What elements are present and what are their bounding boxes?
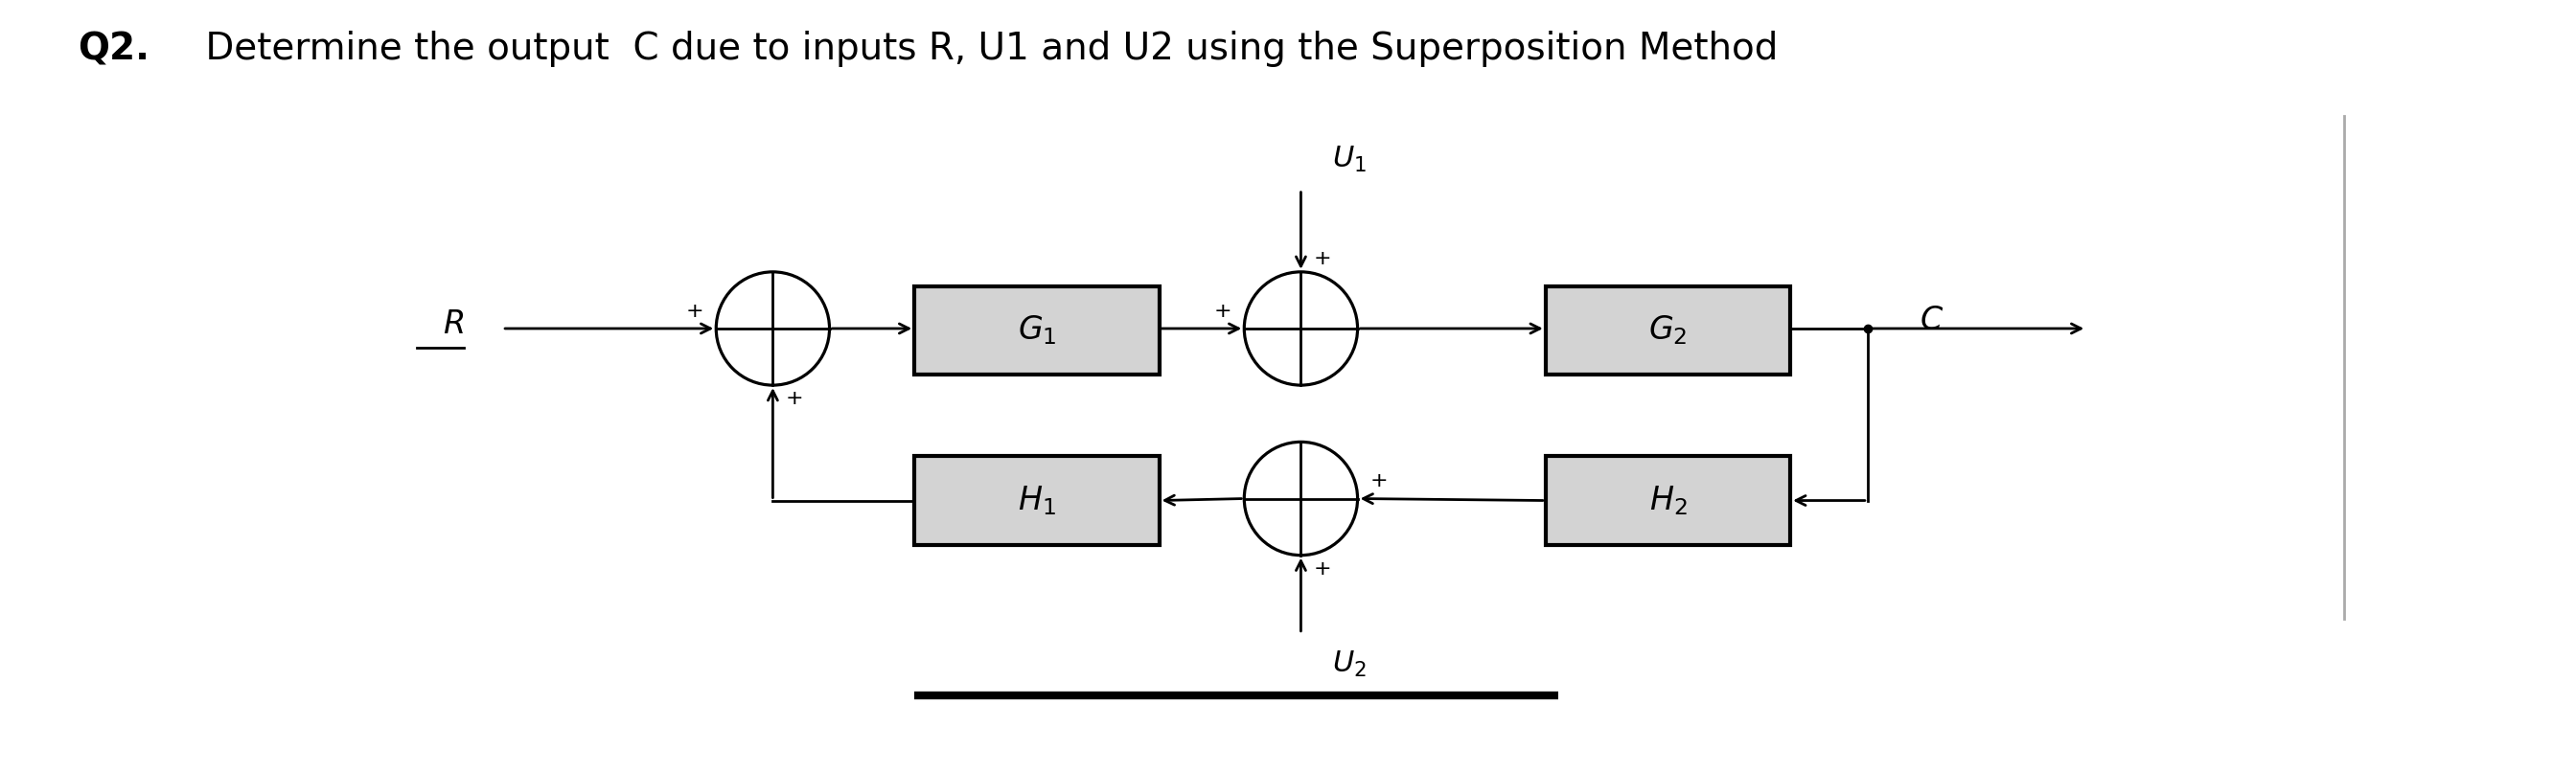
Text: $H_2$: $H_2$ [1649,484,1687,517]
FancyBboxPatch shape [1546,286,1790,375]
Ellipse shape [1244,272,1358,385]
Text: $H_1$: $H_1$ [1018,484,1056,517]
Text: $R$: $R$ [443,309,464,340]
Ellipse shape [1244,442,1358,555]
Text: $U_2$: $U_2$ [1332,649,1365,679]
Text: $U_1$: $U_1$ [1332,144,1365,174]
Ellipse shape [716,272,829,385]
Text: $G_1$: $G_1$ [1018,314,1056,347]
FancyBboxPatch shape [914,456,1159,545]
Text: +: + [786,389,804,408]
Text: $G_2$: $G_2$ [1649,314,1687,347]
Text: +: + [1314,559,1332,578]
Text: Q2.: Q2. [77,31,149,67]
FancyBboxPatch shape [914,286,1159,375]
Text: Determine the output  C due to inputs R, U1 and U2 using the Superposition Metho: Determine the output C due to inputs R, … [193,31,1777,67]
Text: $C$: $C$ [1919,305,1942,336]
Text: +: + [1314,249,1332,268]
Text: +: + [1370,472,1388,491]
Text: +: + [1213,301,1231,321]
FancyBboxPatch shape [1546,456,1790,545]
Text: +: + [685,301,703,321]
